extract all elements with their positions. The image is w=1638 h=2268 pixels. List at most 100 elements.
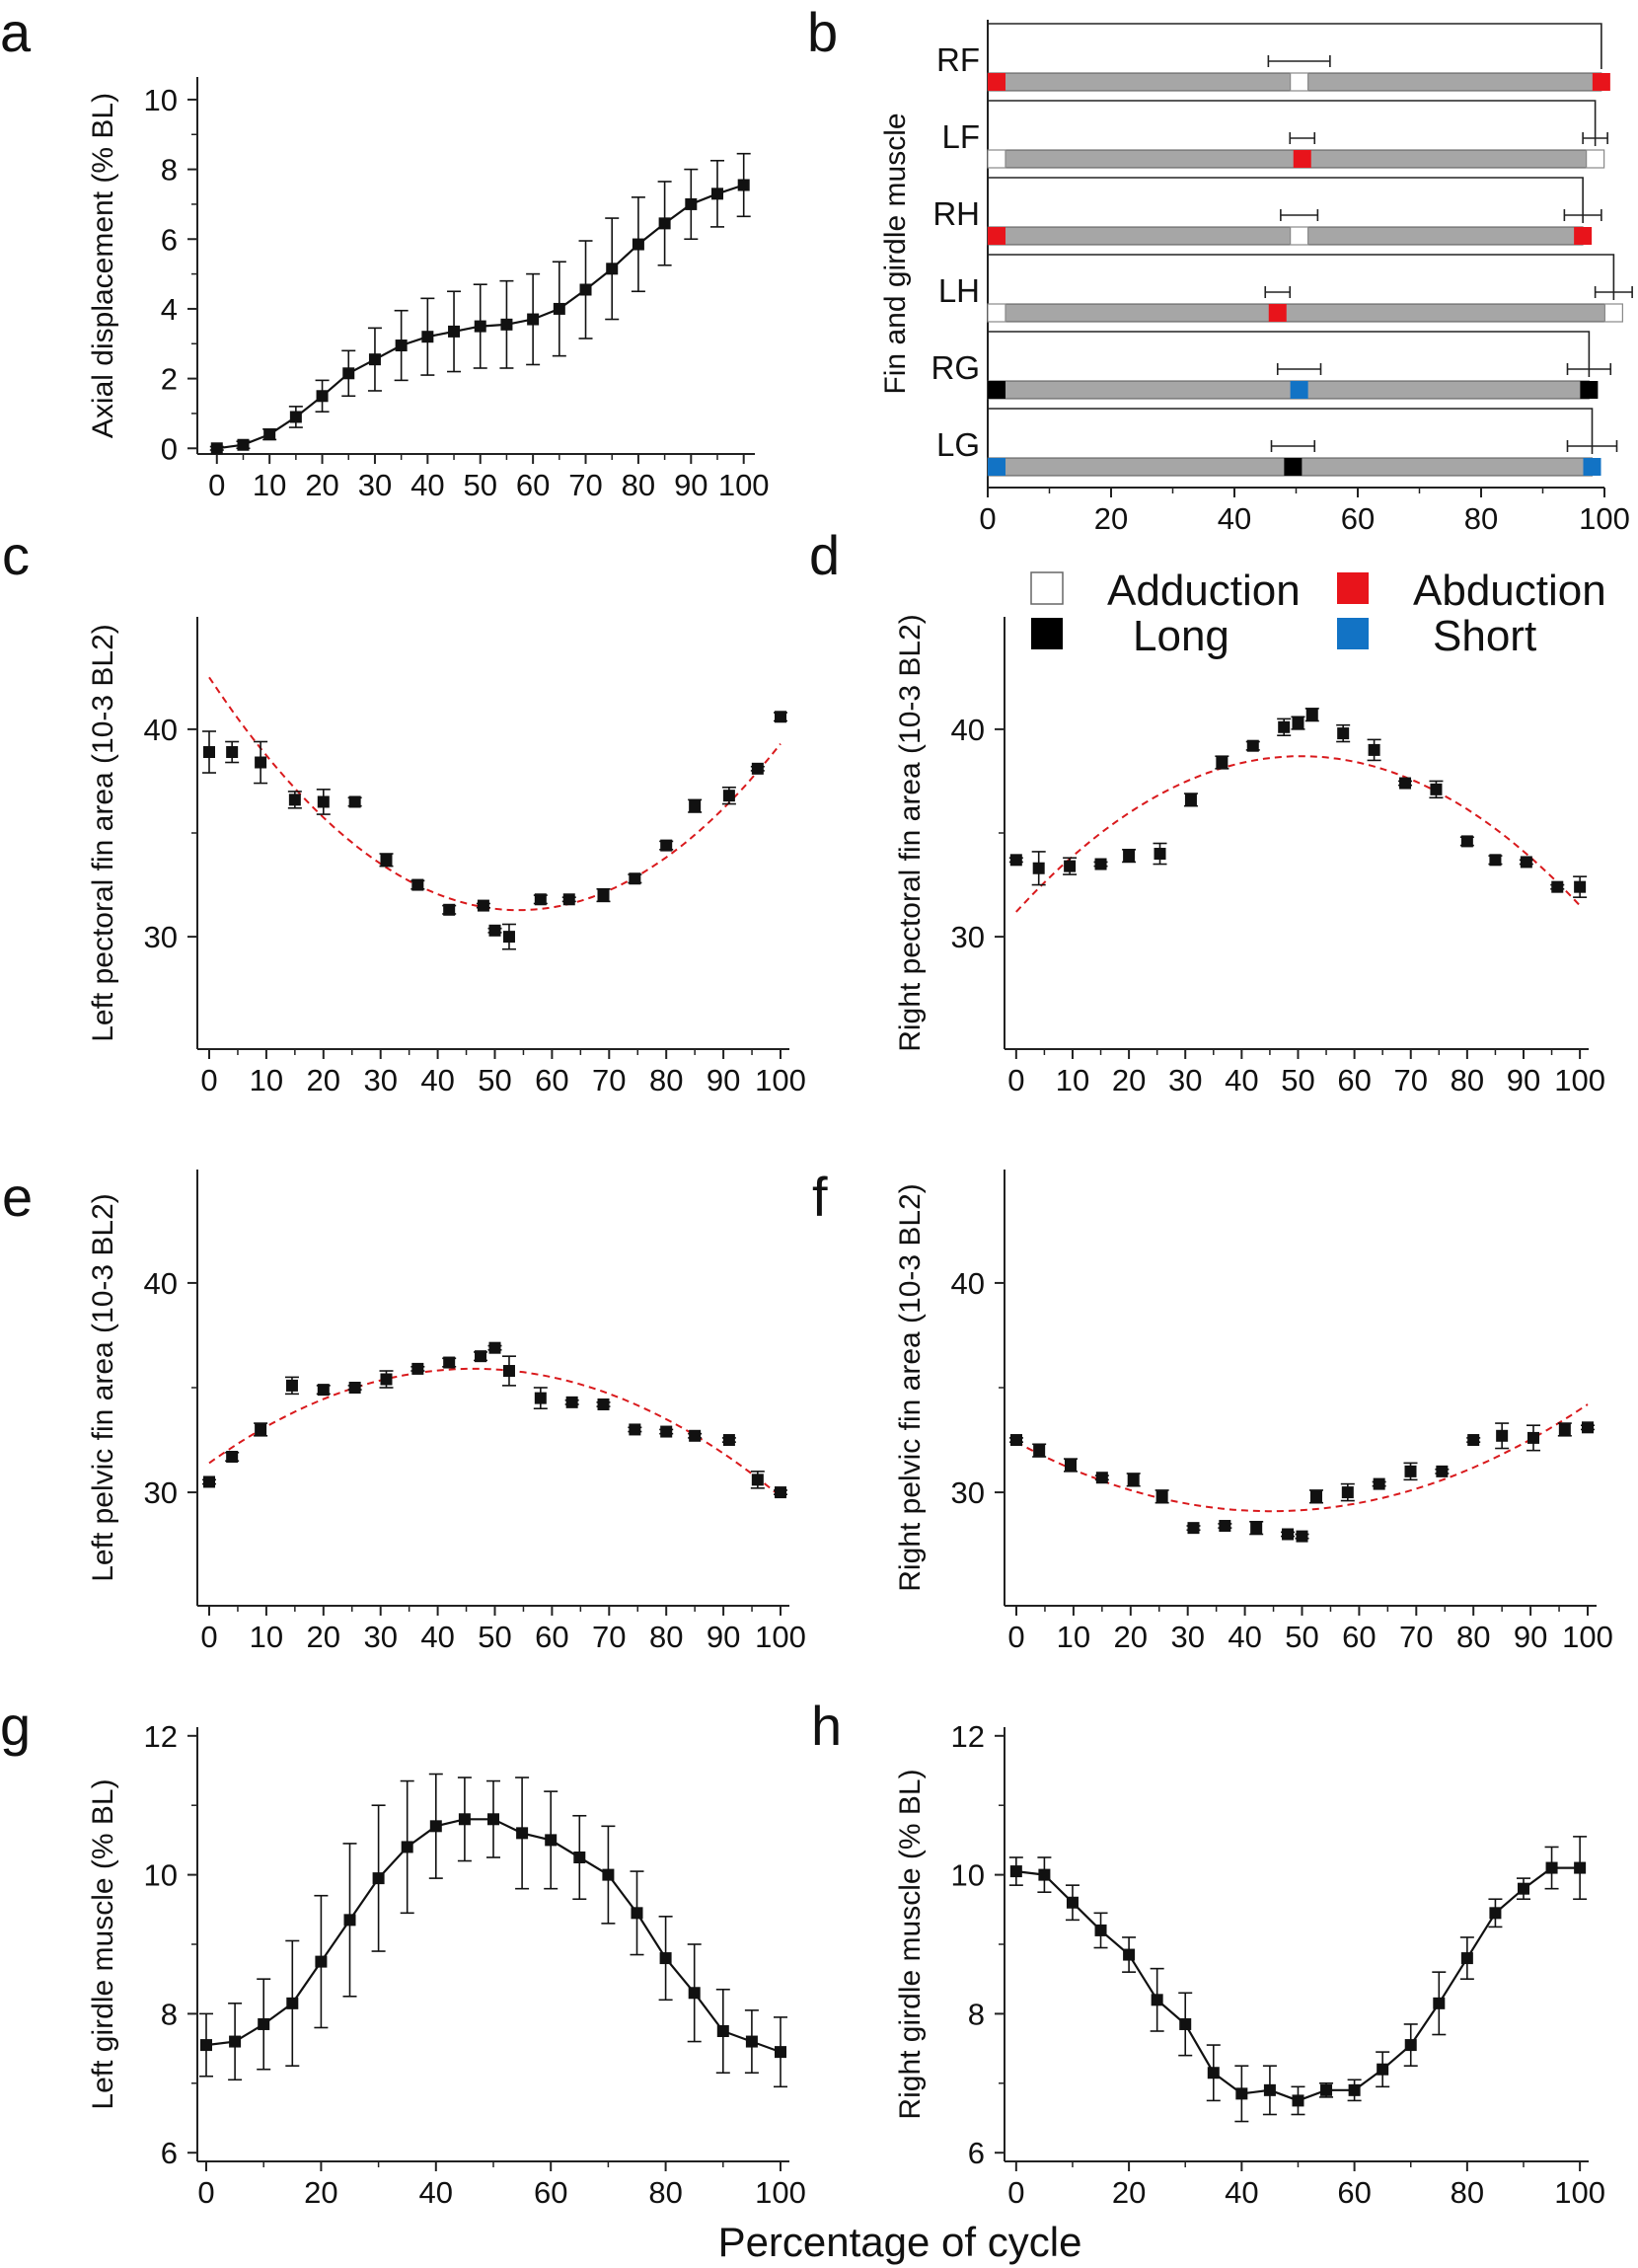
marker-start-abduction <box>988 227 1005 245</box>
x-tick-label: 40 <box>410 468 444 502</box>
data-point <box>1373 1477 1385 1490</box>
x-tick-label: 40 <box>1225 2175 1258 2210</box>
data-point <box>775 711 786 723</box>
data-point <box>658 217 671 230</box>
data-point <box>285 1379 298 1392</box>
x-tick-label: 30 <box>363 1063 397 1097</box>
x-tick-label: 20 <box>305 468 338 502</box>
data-point <box>502 931 515 944</box>
data-point <box>1263 2083 1276 2096</box>
marker-end-short <box>1583 458 1601 476</box>
data-point <box>1123 1948 1136 1961</box>
y-tick-label: 10 <box>144 1858 178 1893</box>
panel-label-g: g <box>0 1695 31 1757</box>
data-point <box>527 313 540 326</box>
legend-swatch-long <box>1031 618 1063 649</box>
data-point <box>1551 880 1564 893</box>
data-point <box>597 889 610 902</box>
data-point <box>1292 2094 1304 2107</box>
data-point <box>660 839 673 852</box>
x-tick-label: 100 <box>1579 501 1630 536</box>
data-point <box>487 1813 499 1826</box>
data-point <box>602 1868 615 1881</box>
marker-end-adduction <box>1603 303 1623 323</box>
data-point <box>751 762 764 775</box>
row-label: LH <box>938 272 980 309</box>
y-tick-label: 8 <box>161 1997 178 2031</box>
row-label: LG <box>936 426 980 463</box>
data-point <box>237 438 250 451</box>
x-tick-label: 100 <box>1554 2175 1605 2210</box>
panel-label-e: e <box>2 1166 33 1228</box>
data-point <box>632 238 644 251</box>
data-point <box>429 1820 442 1833</box>
y-tick-label: 6 <box>161 222 178 257</box>
x-tick-label: 70 <box>568 468 602 502</box>
data-point <box>1489 1907 1502 1920</box>
right-girdle-muscle-chart: 0 20 40 60 80 100 6 8 10 12 Right girdle muscle (%… <box>894 1719 1605 2210</box>
data-point <box>1219 1520 1231 1533</box>
x-tick-label: 20 <box>307 1063 340 1097</box>
x-tick-label: 90 <box>707 1620 740 1654</box>
data-point <box>1574 1861 1587 1874</box>
x-tick-label: 100 <box>755 1620 806 1654</box>
data-point <box>597 1398 610 1410</box>
data-point <box>343 1914 356 1927</box>
y-tick-label: 2 <box>161 362 178 397</box>
marker-start-long <box>988 381 1005 399</box>
data-point <box>1404 2039 1417 2052</box>
panel-label-b: b <box>807 1 838 63</box>
data-point <box>255 1423 267 1436</box>
x-tick-label: 60 <box>1337 1063 1371 1097</box>
x-tick-label: 30 <box>358 468 392 502</box>
row-bracket <box>987 177 1584 223</box>
data-point <box>342 367 355 380</box>
panel-label-d: d <box>809 524 840 586</box>
y-tick-label: 30 <box>144 1475 178 1510</box>
fit-curve <box>1015 755 1581 913</box>
y-tick-label: 12 <box>144 1719 178 1754</box>
data-point <box>562 893 575 906</box>
x-tick-label: 80 <box>622 468 655 502</box>
y-axis-label: Fin and girdle muscle <box>879 113 912 394</box>
phase-bar <box>987 380 1590 400</box>
data-point <box>545 1834 558 1847</box>
legend-label-short: Short <box>1433 612 1536 660</box>
data-point <box>411 878 424 891</box>
x-tick-label: 60 <box>1337 2175 1371 2210</box>
data-point <box>229 2035 242 2048</box>
x-tick-label: 70 <box>592 1620 626 1654</box>
data-point <box>1207 2067 1220 2079</box>
marker-end-abduction <box>1592 73 1610 91</box>
x-tick-label: 20 <box>307 1620 340 1654</box>
x-tick-label: 0 <box>197 2175 214 2210</box>
data-point <box>629 872 641 885</box>
x-tick-label: 80 <box>1451 1063 1484 1097</box>
y-tick-label: 0 <box>161 431 178 466</box>
y-axis-label: Left pelvic fin area (10-3 BL2) <box>87 1193 119 1582</box>
y-axis-label: Right pelvic fin area (10-3 BL2) <box>894 1183 927 1592</box>
data-point <box>368 353 381 366</box>
x-tick-label: 20 <box>1094 501 1128 536</box>
x-tick-label: 20 <box>1114 1620 1148 1654</box>
data-point <box>443 903 456 916</box>
data-point <box>553 302 565 315</box>
data-point <box>1320 2083 1333 2096</box>
data-point <box>1305 709 1318 721</box>
data-point <box>317 1384 330 1397</box>
marker-mid-abduction <box>1268 304 1287 322</box>
marker-mid-adduction <box>1290 226 1309 246</box>
x-tick-label: 10 <box>1056 1063 1089 1097</box>
data-point <box>579 283 592 296</box>
data-point <box>315 1955 328 1968</box>
marker-end-adduction <box>1586 149 1605 169</box>
x-tick-label: 20 <box>1112 2175 1146 2210</box>
data-point <box>1127 1474 1140 1486</box>
data-point <box>1574 880 1587 893</box>
data-point <box>316 390 329 403</box>
data-point <box>606 263 619 275</box>
data-point <box>1038 1868 1051 1881</box>
x-tick-label: 80 <box>648 2175 682 2210</box>
x-tick-label: 0 <box>200 1063 217 1097</box>
data-point <box>1545 1861 1558 1874</box>
